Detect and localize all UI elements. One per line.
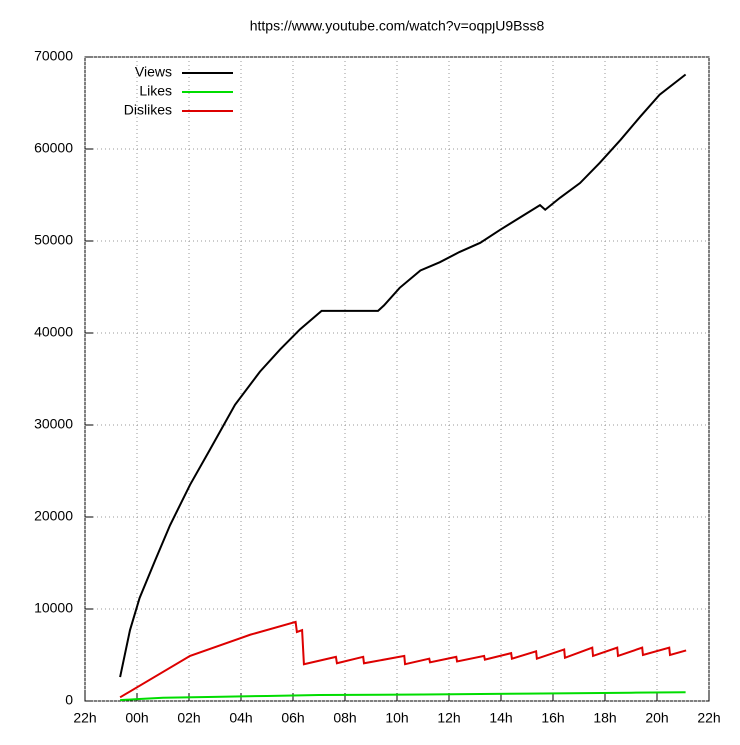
y-tick-label: 40000 bbox=[34, 324, 73, 340]
y-tick-label: 20000 bbox=[34, 508, 73, 524]
series-line bbox=[119, 620, 687, 699]
x-tick-label: 02h bbox=[177, 710, 200, 726]
x-tick-label: 22h bbox=[697, 710, 720, 726]
x-tick-label: 16h bbox=[541, 710, 564, 726]
x-tick-label: 10h bbox=[385, 710, 408, 726]
y-tick-label: 0 bbox=[65, 692, 73, 708]
x-tick-label: 06h bbox=[281, 710, 304, 726]
y-tick-label: 30000 bbox=[34, 416, 73, 432]
y-tick-label: 50000 bbox=[34, 232, 73, 248]
legend-label: Dislikes bbox=[124, 102, 172, 118]
series-line bbox=[120, 691, 686, 702]
x-tick-label: 08h bbox=[333, 710, 356, 726]
y-tick-label: 10000 bbox=[34, 600, 73, 616]
chart-title: https://www.youtube.com/watch?v=oqpȷU9Bs… bbox=[250, 18, 545, 34]
legend-label: Views bbox=[135, 64, 172, 80]
x-tick-label: 20h bbox=[645, 710, 668, 726]
x-tick-label: 04h bbox=[229, 710, 252, 726]
y-tick-label: 60000 bbox=[34, 140, 73, 156]
y-tick-label: 70000 bbox=[34, 48, 73, 64]
x-tick-label: 22h bbox=[73, 710, 96, 726]
x-tick-label: 00h bbox=[125, 710, 148, 726]
x-tick-label: 14h bbox=[489, 710, 512, 726]
series-line bbox=[119, 73, 687, 678]
x-tick-label: 18h bbox=[593, 710, 616, 726]
legend-label: Likes bbox=[139, 83, 172, 99]
x-tick-label: 12h bbox=[437, 710, 460, 726]
